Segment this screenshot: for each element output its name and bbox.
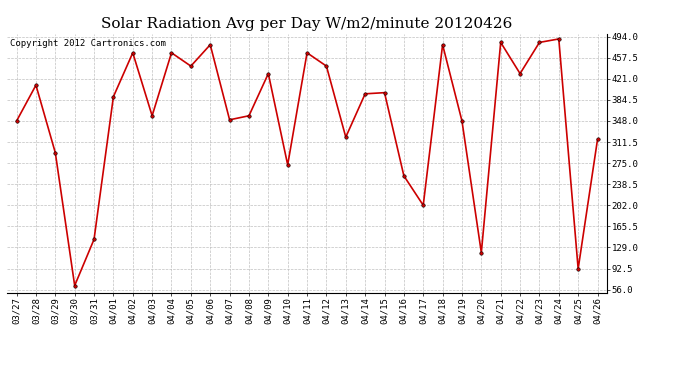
Text: Copyright 2012 Cartronics.com: Copyright 2012 Cartronics.com [10, 39, 166, 48]
Title: Solar Radiation Avg per Day W/m2/minute 20120426: Solar Radiation Avg per Day W/m2/minute … [101, 17, 513, 31]
